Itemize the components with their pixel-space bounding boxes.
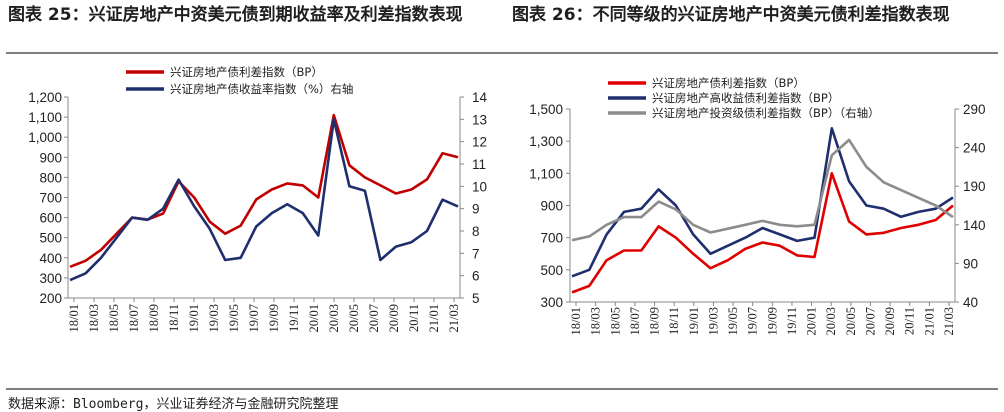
x-tick-label: 21/03 [447, 304, 461, 332]
top-rule [6, 52, 998, 54]
x-tick-label: 20/03 [327, 304, 341, 332]
x-tick-label: 20/01 [307, 304, 321, 332]
x-tick-label: 18/01 [569, 307, 583, 335]
x-tick-label: 20/05 [844, 307, 858, 335]
y-left-tick-label: 300 [540, 295, 563, 310]
x-tick-label: 18/05 [107, 304, 121, 332]
x-tick-label: 20/11 [407, 304, 421, 332]
legend-label: 兴证房地产债利差指数（BP） [652, 76, 805, 90]
x-tick-label: 18/03 [589, 307, 603, 335]
legend-label: 兴证房地产债利差指数（BP） [170, 65, 323, 79]
x-tick-label: 21/01 [922, 307, 936, 335]
x-tick-label: 20/01 [805, 307, 819, 335]
y-left-tick-label: 900 [540, 199, 563, 214]
x-tick-label: 19/07 [247, 304, 261, 332]
x-tick-label: 20/05 [347, 304, 361, 332]
x-tick-label: 19/05 [726, 307, 740, 335]
y-left-tick-label: 1,200 [28, 90, 62, 105]
series-line-2 [571, 127, 954, 278]
y-left-tick-label: 300 [39, 271, 62, 286]
y-right-tick-label: 240 [963, 141, 986, 156]
x-tick-label: 18/07 [127, 304, 141, 332]
y-right-tick-label: 140 [963, 218, 986, 233]
x-tick-label: 19/03 [207, 304, 221, 332]
x-tick-label: 18/09 [147, 304, 161, 332]
x-tick-label: 19/05 [227, 304, 241, 332]
series-line-2 [69, 118, 459, 282]
legend-label: 兴证房地产高收益债利差指数（BP） [652, 91, 839, 105]
x-tick-label: 21/01 [427, 304, 441, 332]
x-tick-label: 19/11 [287, 304, 301, 332]
x-tick-label: 20/07 [863, 307, 877, 335]
x-tick-label: 20/09 [883, 307, 897, 335]
x-tick-label: 18/03 [87, 304, 101, 332]
y-left-tick-label: 700 [540, 231, 563, 246]
x-tick-label: 19/07 [746, 307, 760, 335]
source-note: 数据来源：Bloomberg，兴业证券经济与金融研究院整理 [8, 397, 339, 412]
y-right-tick-label: 7 [472, 246, 480, 261]
x-tick-label: 20/03 [824, 307, 838, 335]
legend-label: 兴证房地产投资级债利差指数（BP）（右轴） [652, 106, 880, 120]
y-right-tick-label: 13 [472, 112, 487, 127]
y-left-tick-label: 900 [39, 150, 62, 165]
series-line-3 [571, 138, 954, 242]
bottom-rule [6, 388, 998, 390]
x-tick-label: 18/09 [648, 307, 662, 335]
y-left-tick-label: 400 [39, 251, 62, 266]
y-right-tick-label: 10 [472, 179, 487, 194]
x-tick-label: 19/09 [267, 304, 281, 332]
y-right-tick-label: 12 [472, 135, 487, 150]
y-left-tick-label: 500 [540, 263, 563, 278]
y-left-tick-label: 700 [39, 191, 62, 206]
x-tick-label: 20/11 [903, 307, 917, 335]
x-tick-label: 19/01 [687, 307, 701, 335]
y-right-tick-label: 8 [472, 224, 480, 239]
chart-title-right: 图表 26：不同等级的兴证房地产中资美元债利差指数表现 [512, 5, 950, 25]
x-tick-label: 21/03 [942, 307, 956, 335]
x-tick-label: 18/01 [67, 304, 81, 332]
y-left-tick-label: 1,000 [28, 130, 62, 145]
chart-title-left: 图表 25：兴证房地产中资美元债到期收益率及利差指数表现 [8, 5, 463, 25]
y-right-tick-label: 11 [472, 157, 486, 172]
y-left-tick-label: 500 [39, 231, 62, 246]
x-tick-label: 18/11 [667, 307, 681, 335]
y-right-tick-label: 14 [472, 90, 488, 105]
y-left-tick-label: 1,500 [529, 102, 563, 117]
y-left-tick-label: 800 [39, 170, 62, 185]
y-right-tick-label: 40 [963, 295, 978, 310]
y-right-tick-label: 290 [963, 102, 986, 117]
y-left-tick-label: 200 [39, 291, 62, 306]
y-right-tick-label: 9 [472, 202, 480, 217]
y-left-tick-label: 600 [39, 211, 62, 226]
x-tick-label: 18/05 [608, 307, 622, 335]
y-right-tick-label: 190 [963, 179, 986, 194]
x-tick-label: 19/11 [785, 307, 799, 335]
y-right-tick-label: 6 [472, 269, 480, 284]
x-tick-label: 19/01 [187, 304, 201, 332]
y-left-tick-label: 1,100 [28, 110, 62, 125]
x-tick-label: 20/09 [387, 304, 401, 332]
y-left-tick-label: 1,300 [529, 134, 563, 149]
x-tick-label: 19/09 [765, 307, 779, 335]
y-left-tick-label: 1,100 [529, 166, 563, 181]
x-tick-label: 19/03 [706, 307, 720, 335]
series-line-1 [571, 172, 954, 294]
y-right-tick-label: 90 [963, 256, 978, 271]
x-tick-label: 18/11 [167, 304, 181, 332]
x-tick-label: 18/07 [628, 307, 642, 335]
y-right-tick-label: 5 [472, 291, 480, 306]
x-tick-label: 20/07 [367, 304, 381, 332]
legend-label: 兴证房地产债收益率指数（%）右轴 [170, 82, 353, 96]
